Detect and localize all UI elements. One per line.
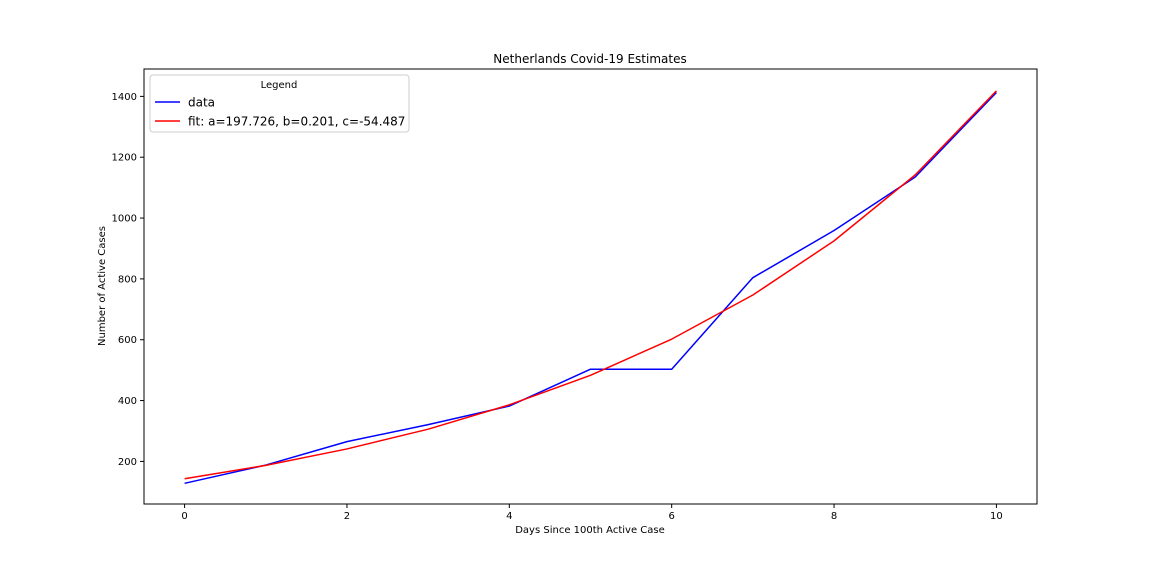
- series-layer: [184, 90, 997, 485]
- x-tick-label: 4: [506, 511, 512, 522]
- y-tick-label: 1200: [112, 153, 137, 164]
- y-tick-label: 400: [118, 396, 137, 407]
- plot-area-frame: [143, 68, 1038, 505]
- chart-title: Netherlands Covid-19 Estimates: [493, 52, 686, 66]
- y-tick-label: 1000: [112, 214, 137, 225]
- x-axis-label: Days Since 100th Active Case: [515, 525, 665, 536]
- legend-box: [149, 74, 410, 133]
- legend-label: fit: a=197.726, b=0.201, c=-54.487: [188, 115, 405, 129]
- y-tick-label: 200: [118, 457, 137, 468]
- legend-entries: data fit: a=197.726, b=0.201, c=-54.487: [155, 96, 405, 129]
- y-tick-label: 600: [118, 335, 137, 346]
- y-tick-label: 800: [118, 274, 137, 285]
- legend: Legend data fit: a=197.726, b=0.201, c=-5…: [149, 74, 410, 133]
- x-tick-label: 2: [344, 511, 350, 522]
- legend-title: Legend: [261, 80, 298, 91]
- x-tick-label: 0: [181, 511, 187, 522]
- y-axis-label: Number of Active Cases: [97, 226, 108, 346]
- x-tick-label: 6: [668, 511, 674, 522]
- x-tick-label: 8: [831, 511, 837, 522]
- series-line-fit: [184, 90, 997, 480]
- series-line-data: [184, 91, 997, 485]
- x-tick-label: 10: [990, 511, 1003, 522]
- x-axis-ticks: 0 2 4 6 8 10: [181, 504, 1003, 522]
- y-tick-label: 1400: [112, 92, 137, 103]
- y-axis-ticks: 200 400 600 800 1000 1200 1400: [112, 92, 144, 468]
- legend-label: data: [188, 96, 215, 110]
